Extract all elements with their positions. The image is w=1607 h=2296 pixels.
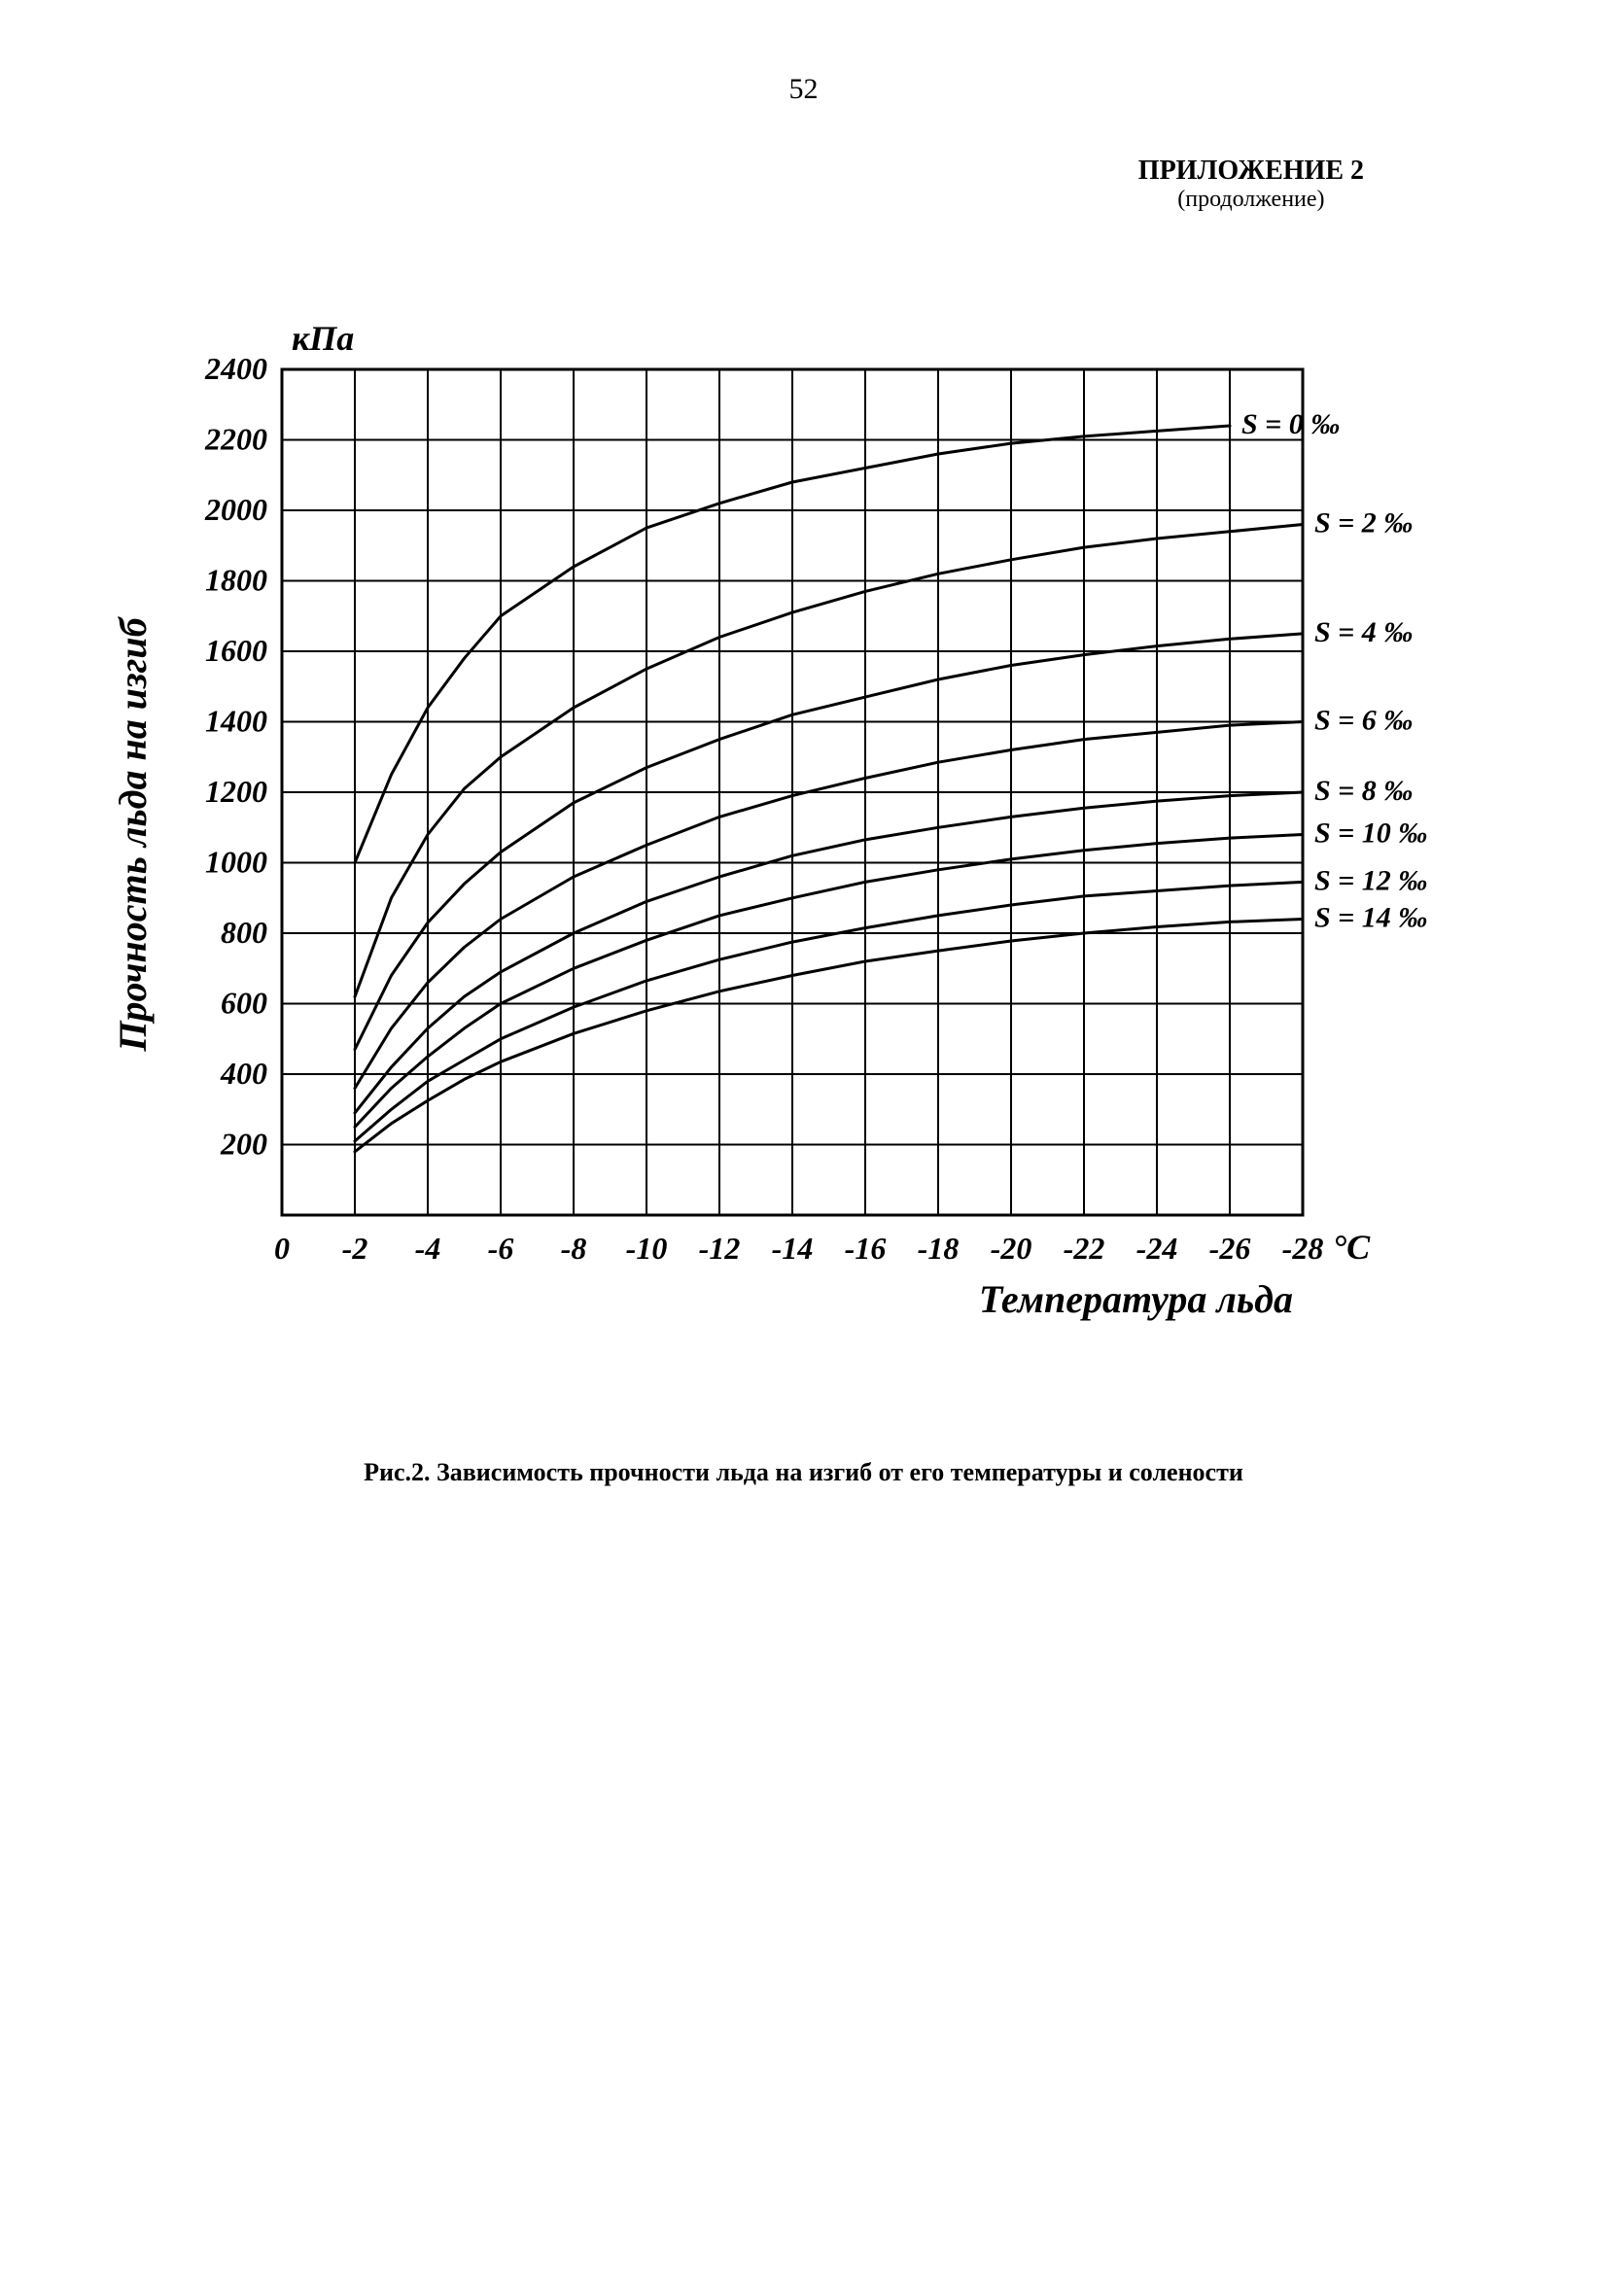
svg-text:-24: -24 xyxy=(1136,1231,1178,1266)
svg-text:-4: -4 xyxy=(415,1231,441,1266)
svg-text:-2: -2 xyxy=(342,1231,368,1266)
svg-text:-14: -14 xyxy=(772,1231,814,1266)
svg-text:S = 2 ‰: S = 2 ‰ xyxy=(1314,507,1413,539)
chart: 200 400 600 800 1000 1200 1400 1600 1800 2000 2200… xyxy=(97,311,1478,1405)
svg-text:S = 8 ‰: S = 8 ‰ xyxy=(1314,775,1413,807)
appendix-subtitle: (продолжение) xyxy=(1138,187,1364,213)
svg-text:Прочность льда на изгиб: Прочность льда на изгиб xyxy=(111,615,155,1052)
page: 52 ПРИЛОЖЕНИЕ 2 (продолжение) 200 400 600 8… xyxy=(0,0,1607,2296)
svg-text:-12: -12 xyxy=(699,1231,741,1266)
svg-text:S = 10 ‰: S = 10 ‰ xyxy=(1314,818,1427,850)
svg-text:200: 200 xyxy=(220,1127,267,1162)
svg-text:1200: 1200 xyxy=(205,774,267,809)
svg-text:400: 400 xyxy=(220,1056,267,1091)
svg-text:-16: -16 xyxy=(845,1231,887,1266)
svg-text:-6: -6 xyxy=(488,1231,514,1266)
chart-svg: 200 400 600 800 1000 1200 1400 1600 1800 2000 2200… xyxy=(97,311,1478,1400)
page-number: 52 xyxy=(0,73,1607,106)
svg-text:S = 12 ‰: S = 12 ‰ xyxy=(1314,864,1427,896)
svg-text:2400: 2400 xyxy=(204,351,267,386)
svg-text:кПа: кПа xyxy=(292,319,354,358)
svg-text:1000: 1000 xyxy=(205,845,267,880)
svg-text:2000: 2000 xyxy=(204,492,267,527)
svg-text:S = 14 ‰: S = 14 ‰ xyxy=(1314,902,1427,934)
svg-text:-26: -26 xyxy=(1209,1231,1251,1266)
figure-caption: Рис.2. Зависимость прочности льда на изг… xyxy=(0,1458,1607,1487)
svg-text:1600: 1600 xyxy=(205,633,267,668)
svg-text:Температура льда: Температура льда xyxy=(979,1277,1293,1321)
svg-text:1800: 1800 xyxy=(205,563,267,598)
appendix-block: ПРИЛОЖЕНИЕ 2 (продолжение) xyxy=(1138,156,1364,213)
svg-text:S = 4 ‰: S = 4 ‰ xyxy=(1314,616,1413,648)
svg-text:°C: °C xyxy=(1333,1228,1371,1267)
svg-text:-20: -20 xyxy=(991,1231,1032,1266)
svg-text:600: 600 xyxy=(221,986,267,1021)
svg-text:2200: 2200 xyxy=(204,422,267,457)
svg-text:-10: -10 xyxy=(626,1231,668,1266)
svg-text:S = 6 ‰: S = 6 ‰ xyxy=(1314,705,1413,737)
svg-text:-22: -22 xyxy=(1064,1231,1105,1266)
svg-text:1400: 1400 xyxy=(205,704,267,739)
svg-text:-8: -8 xyxy=(561,1231,587,1266)
svg-text:S = 0 ‰: S = 0 ‰ xyxy=(1241,408,1340,440)
svg-text:0: 0 xyxy=(274,1231,290,1266)
svg-text:-28: -28 xyxy=(1282,1231,1324,1266)
svg-text:800: 800 xyxy=(221,915,267,950)
svg-text:-18: -18 xyxy=(918,1231,960,1266)
appendix-title: ПРИЛОЖЕНИЕ 2 xyxy=(1138,156,1364,187)
